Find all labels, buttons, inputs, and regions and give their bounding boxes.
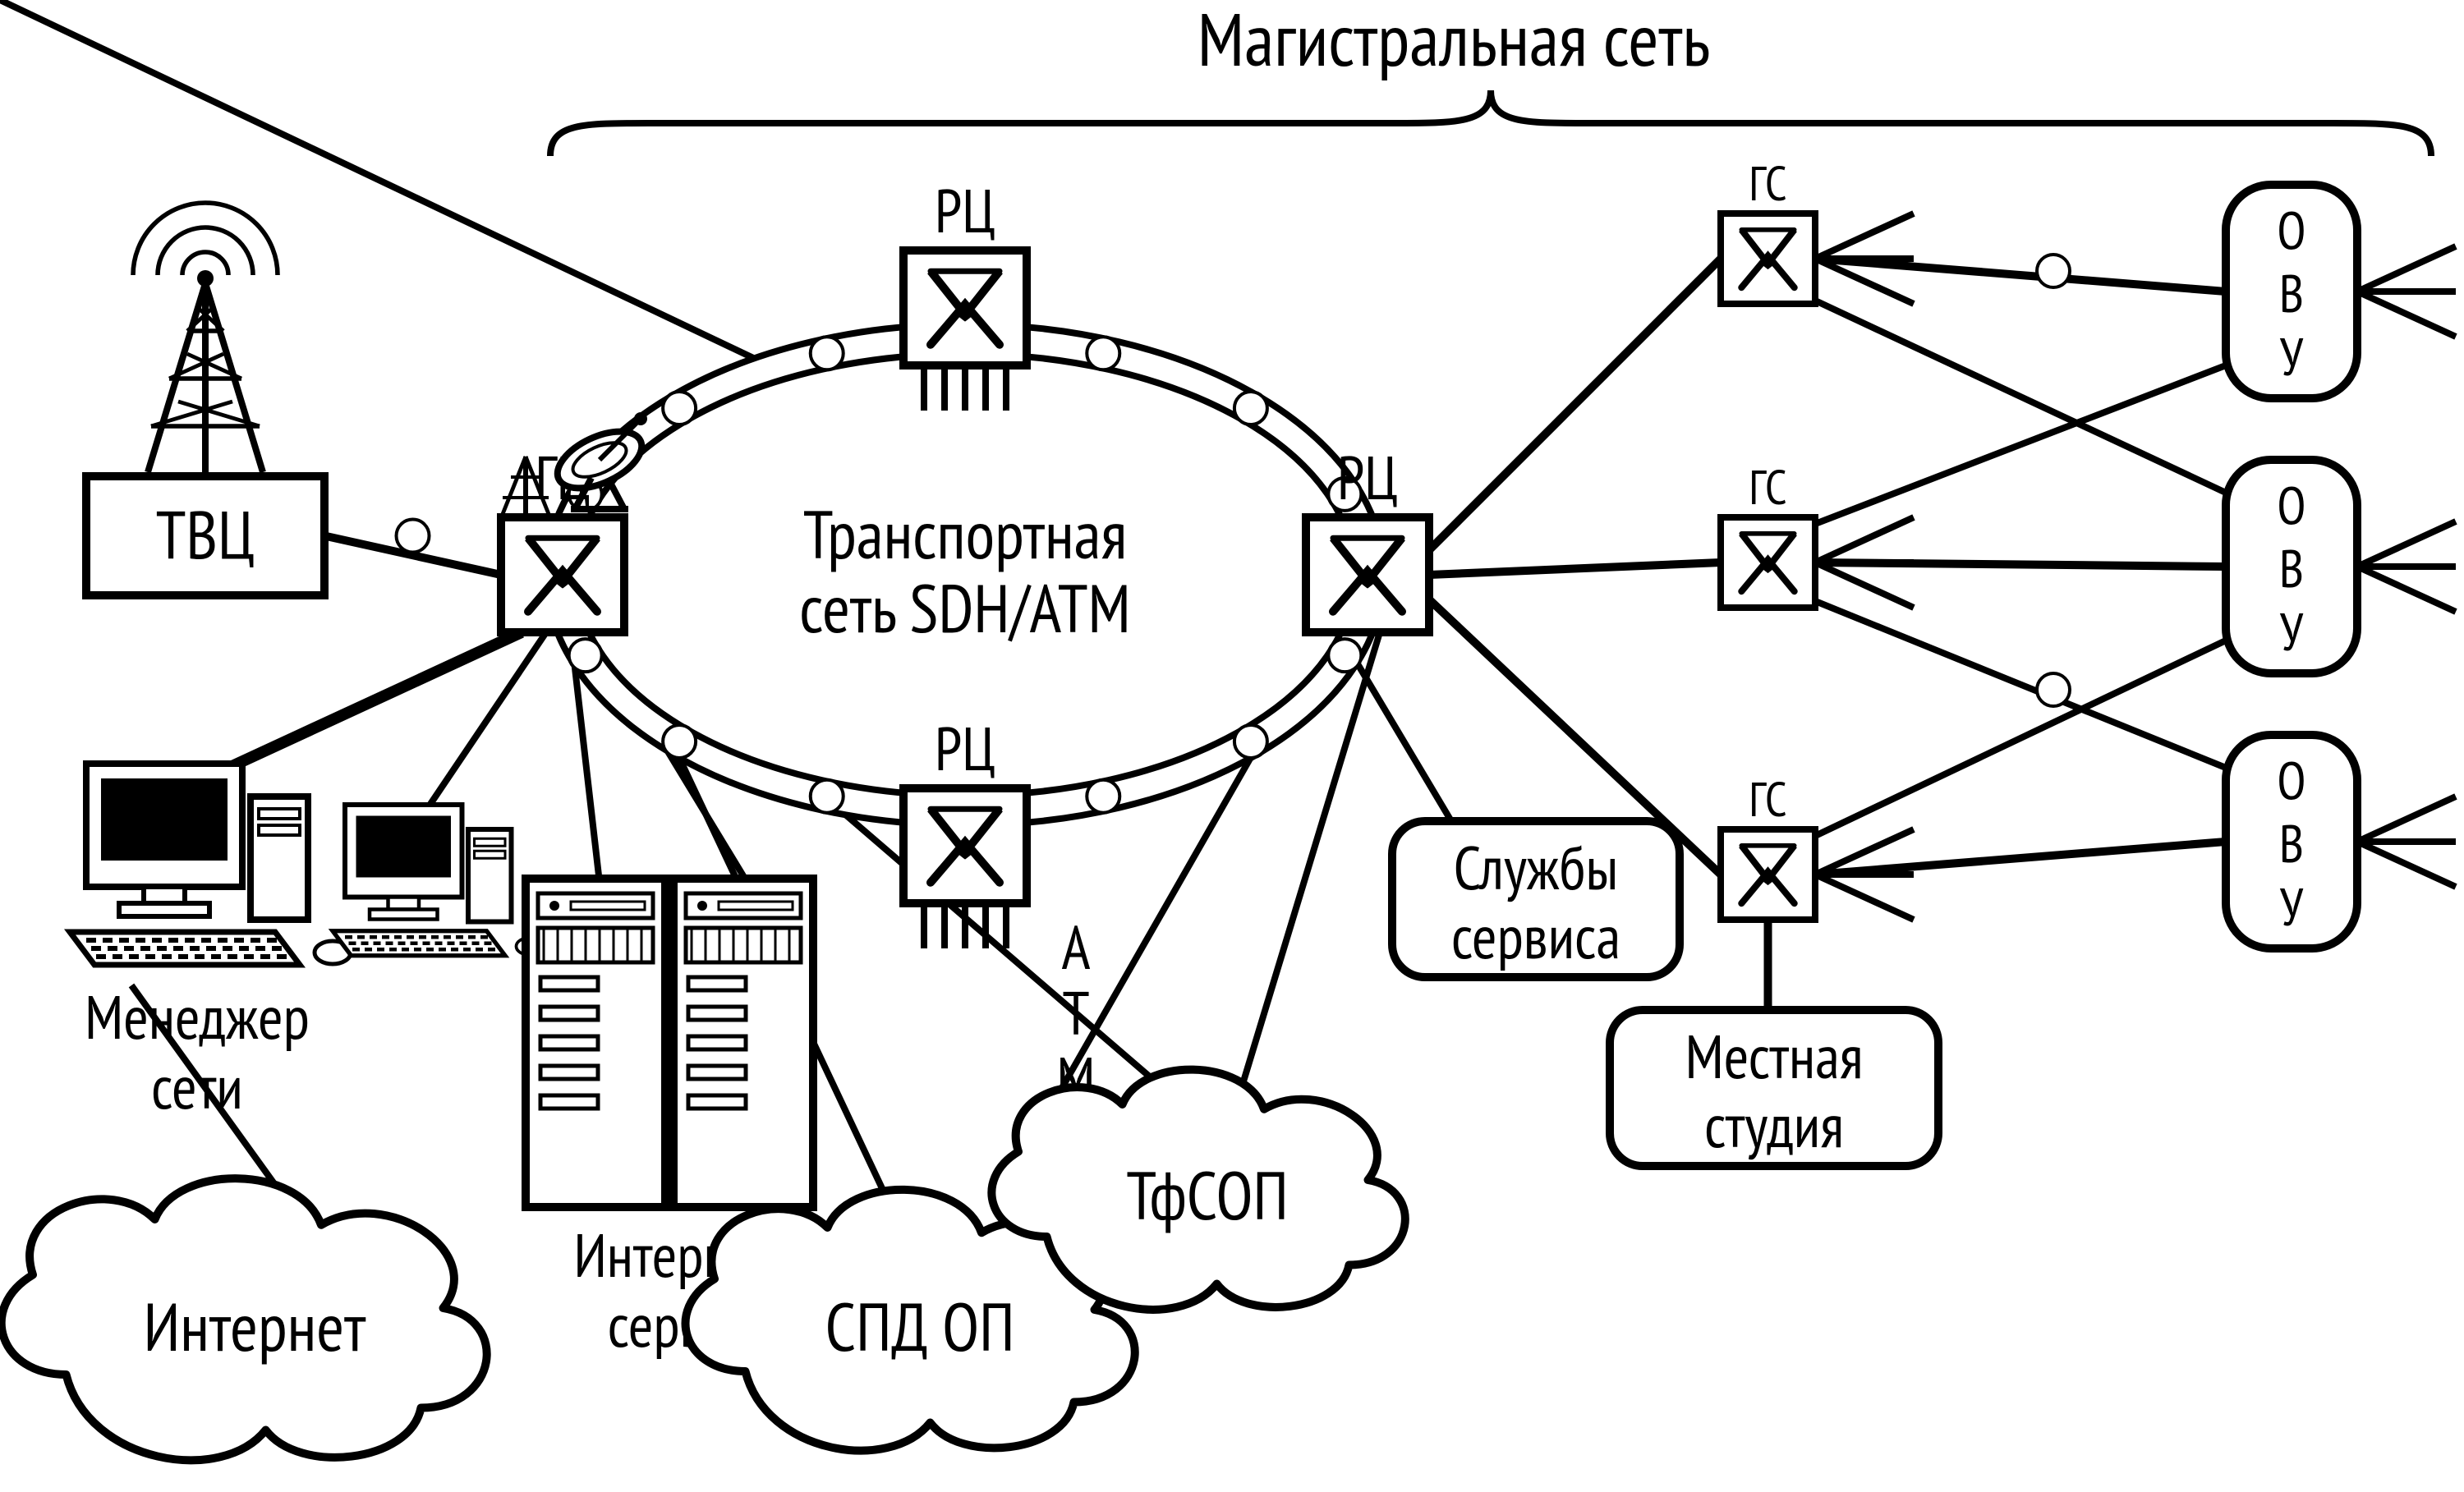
svg-text:Службы: Службы: [1454, 829, 1619, 907]
switch-node: [1721, 213, 1815, 304]
svg-text:В: В: [2279, 259, 2304, 327]
bead-marker: [2037, 673, 2070, 706]
svg-text:Местная: Местная: [1685, 1017, 1864, 1095]
svg-text:ГС: ГС: [1749, 769, 1786, 830]
switch-node: [903, 250, 1027, 365]
switch-node: [1721, 517, 1815, 608]
svg-text:студия: студия: [1704, 1086, 1844, 1164]
bead-marker: [663, 725, 696, 758]
server-rack-icon: [673, 879, 813, 1207]
bead-marker: [1087, 780, 1119, 813]
switch-node: [1721, 829, 1815, 920]
svg-text:О: О: [2277, 195, 2305, 264]
antenna-tower-icon: [133, 203, 278, 472]
svg-text:сети: сети: [151, 1048, 243, 1126]
bead-marker: [1328, 639, 1361, 672]
svg-text:У: У: [2280, 322, 2304, 390]
svg-text:СПД ОП: СПД ОП: [825, 1283, 1015, 1370]
bead-marker: [2037, 255, 2070, 287]
bead-marker: [569, 639, 602, 672]
header-brace: [550, 90, 2431, 156]
bead-marker: [1087, 337, 1119, 370]
bead-marker: [1234, 725, 1267, 758]
svg-text:У: У: [2280, 872, 2304, 940]
desktop-pc-icon: [70, 764, 351, 965]
svg-text:О: О: [2277, 746, 2305, 814]
bead-marker: [811, 780, 844, 813]
svg-text:ТфСОП: ТфСОП: [1126, 1151, 1288, 1238]
header-label: Магистральная сеть: [1198, 0, 1711, 86]
svg-text:В: В: [2279, 534, 2304, 602]
svg-text:сеть SDH/ATM: сеть SDH/ATM: [799, 564, 1130, 651]
svg-text:ГС: ГС: [1749, 457, 1786, 518]
switch-node: [1306, 517, 1429, 632]
manager-label: Менеджер: [85, 978, 310, 1056]
bead-marker: [811, 337, 844, 370]
svg-text:Интернет: Интернет: [144, 1283, 366, 1370]
svg-text:ГС: ГС: [1749, 153, 1786, 214]
svg-text:ТВЦ: ТВЦ: [156, 491, 255, 578]
server-rack-icon: [526, 879, 665, 1207]
svg-text:У: У: [2280, 597, 2304, 665]
svg-text:РЦ: РЦ: [935, 709, 995, 787]
svg-text:РЦ: РЦ: [1337, 438, 1398, 516]
desktop-pc-icon: [333, 805, 544, 956]
svg-text:сервиса: сервиса: [1451, 897, 1620, 976]
bead-marker: [663, 392, 696, 425]
switch-node: [501, 517, 624, 632]
svg-text:РЦ: РЦ: [935, 172, 995, 250]
bead-marker: [397, 520, 430, 553]
svg-text:В: В: [2279, 809, 2304, 877]
switch-node: [903, 788, 1027, 903]
bead-marker: [1234, 392, 1267, 425]
svg-text:О: О: [2277, 471, 2305, 539]
